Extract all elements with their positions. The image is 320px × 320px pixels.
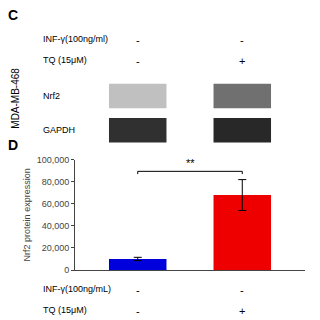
svg-text:Nrf2 protein expression: Nrf2 protein expression — [22, 168, 32, 261]
svg-text:+: + — [239, 55, 245, 67]
svg-text:Nrf2: Nrf2 — [43, 91, 60, 101]
svg-text:TQ (15μM): TQ (15μM) — [43, 55, 87, 65]
svg-text:INF-γ(100ng/ml): INF-γ(100ng/ml) — [43, 34, 108, 44]
svg-text:D: D — [8, 137, 18, 153]
svg-text:-: - — [136, 55, 140, 67]
svg-text:0: 0 — [64, 265, 69, 275]
svg-text:**: ** — [186, 157, 195, 169]
svg-text:MDA-MB-468: MDA-MB-468 — [10, 68, 21, 129]
svg-text:20,000: 20,000 — [42, 243, 70, 253]
svg-text:100,000: 100,000 — [37, 155, 70, 165]
svg-text:GAPDH: GAPDH — [43, 125, 75, 135]
svg-text:INF-γ(100ng/mL): INF-γ(100ng/mL) — [43, 284, 111, 294]
svg-text:-: - — [240, 34, 244, 46]
svg-text:80,000: 80,000 — [42, 177, 70, 187]
svg-text:-: - — [240, 284, 244, 296]
svg-text:C: C — [8, 7, 18, 23]
svg-text:TQ (15μM): TQ (15μM) — [43, 305, 87, 315]
svg-text:-: - — [136, 34, 140, 46]
svg-text:60,000: 60,000 — [42, 199, 70, 209]
svg-text:40,000: 40,000 — [42, 221, 70, 231]
svg-text:-: - — [136, 305, 140, 317]
svg-text:-: - — [136, 284, 140, 296]
svg-text:+: + — [239, 305, 245, 317]
